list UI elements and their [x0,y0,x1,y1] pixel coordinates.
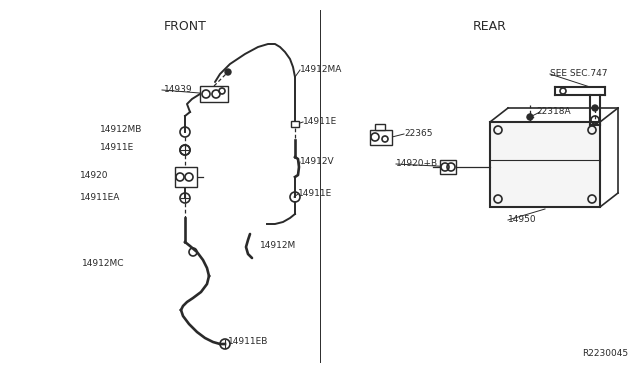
Bar [440,160,456,174]
Bar [370,130,392,145]
Text: 14912V: 14912V [300,157,335,167]
Text: 14911E: 14911E [298,189,332,199]
Text: 14911E: 14911E [303,118,337,126]
Text: 14912MA: 14912MA [300,65,342,74]
Text: 14912MC: 14912MC [82,260,125,269]
Bar [175,167,197,187]
Text: 14920+B: 14920+B [396,160,438,169]
Text: 14912MB: 14912MB [100,125,142,135]
Bar [375,124,385,130]
Text: 22365: 22365 [404,129,433,138]
Bar [291,121,299,127]
Text: SEE SEC.747: SEE SEC.747 [550,70,607,78]
Text: 14939: 14939 [164,86,193,94]
Bar [490,122,600,207]
Text: 14912M: 14912M [260,241,296,250]
Text: 14911EB: 14911EB [228,337,268,346]
Circle shape [225,69,231,75]
Text: 14920: 14920 [80,170,109,180]
Text: FRONT: FRONT [164,20,207,33]
Circle shape [527,114,533,120]
Text: 22318A: 22318A [536,108,571,116]
Text: 14950: 14950 [508,215,536,224]
Bar [200,86,228,102]
Text: REAR: REAR [473,20,507,33]
Text: 14911E: 14911E [100,144,134,153]
Text: R2230045: R2230045 [582,350,628,359]
Circle shape [592,105,598,111]
Text: 14911EA: 14911EA [80,192,120,202]
